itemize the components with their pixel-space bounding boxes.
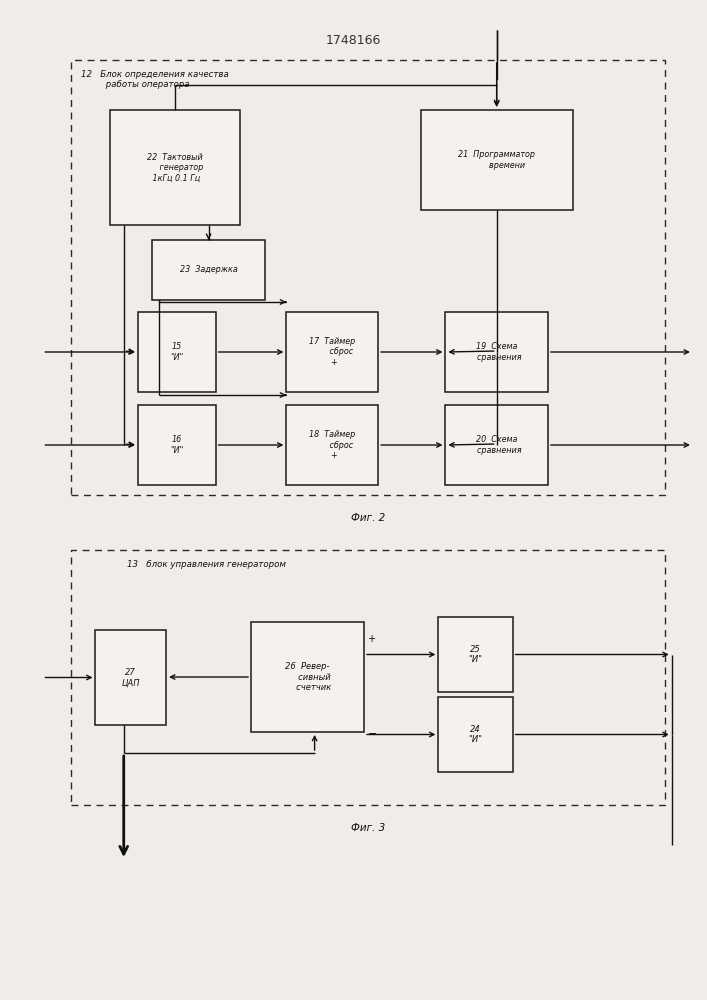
Text: 19  Схема
  сравнения: 19 Схема сравнения [472,342,522,362]
Bar [438,697,513,772]
Text: +: + [368,635,375,645]
Bar [138,405,216,485]
Text: 23  Задержка: 23 Задержка [180,265,238,274]
Bar [71,60,665,495]
Text: 1748166: 1748166 [326,33,381,46]
Bar [110,110,240,225]
Text: 26  Ревер-
     сивный
     счетчик: 26 Ревер- сивный счетчик [284,662,332,692]
Text: Фиг. 3: Фиг. 3 [351,823,385,833]
Bar [71,550,665,805]
Text: 17  Таймер
       сброс
  +: 17 Таймер сброс + [309,337,356,367]
Text: 18  Таймер
       сброс
  +: 18 Таймер сброс + [309,430,356,460]
Bar [251,622,364,732]
Text: 25
"И": 25 "И" [469,645,482,664]
Bar [421,110,573,210]
Text: 24
"И": 24 "И" [469,725,482,744]
Bar [95,630,166,725]
Text: 20  Схема
  сравнения: 20 Схема сравнения [472,435,522,455]
Text: 22  Тактовый
     генератор
 1кГц 0.1 Гц: 22 Тактовый генератор 1кГц 0.1 Гц [147,153,203,182]
Bar [286,312,378,392]
Text: 12   Блок определения качества
         работы оператора: 12 Блок определения качества работы опер… [81,70,229,89]
Text: 15
"И": 15 "И" [170,342,183,362]
Text: 13   блок управления генератором: 13 блок управления генератором [127,560,286,569]
Text: 16
"И": 16 "И" [170,435,183,455]
Text: Фиг. 2: Фиг. 2 [351,513,385,523]
Bar [438,617,513,692]
Bar [152,240,265,300]
Text: −: − [368,728,377,738]
Bar [445,405,548,485]
Bar [286,405,378,485]
Text: 27
ЦАП: 27 ЦАП [122,668,140,687]
Text: 21  Программатор
        времени: 21 Программатор времени [458,150,535,170]
Bar [445,312,548,392]
Bar [138,312,216,392]
